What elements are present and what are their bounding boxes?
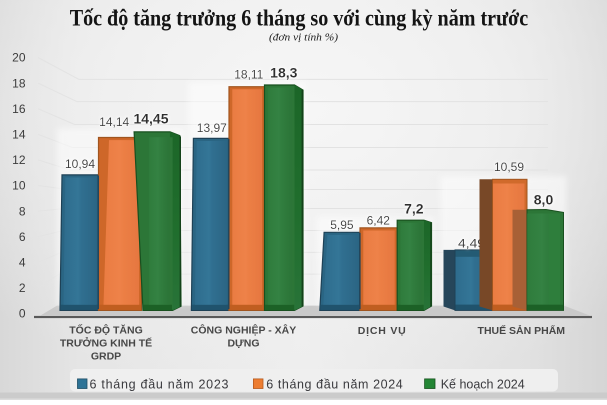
svg-text:DỰNG: DỰNG — [227, 338, 259, 350]
svg-text:10: 10 — [12, 179, 26, 193]
svg-text:TỐC ĐỘ TĂNG: TỐC ĐỘ TĂNG — [69, 323, 143, 337]
svg-text:DỊCH VỤ: DỊCH VỤ — [358, 325, 407, 337]
svg-text:0: 0 — [19, 307, 26, 321]
svg-text:10,94: 10,94 — [65, 157, 95, 171]
svg-text:THUẾ SẢN PHẨM: THUẾ SẢN PHẨM — [478, 324, 566, 337]
svg-text:14: 14 — [12, 128, 26, 142]
svg-text:8: 8 — [19, 204, 26, 218]
svg-text:4,49: 4,49 — [458, 236, 485, 250]
svg-text:16: 16 — [12, 102, 26, 116]
svg-text:12: 12 — [12, 153, 26, 167]
svg-text:18,3: 18,3 — [270, 65, 297, 81]
svg-text:14,45: 14,45 — [133, 111, 168, 127]
svg-text:7,2: 7,2 — [404, 200, 424, 216]
svg-text:Tốc độ tăng trưởng 6 tháng so: Tốc độ tăng trưởng 6 tháng so với cùng k… — [70, 6, 529, 31]
svg-text:CÔNG NGHIỆP - XÂY: CÔNG NGHIỆP - XÂY — [191, 324, 296, 337]
svg-text:4: 4 — [19, 256, 26, 270]
svg-text:2: 2 — [19, 281, 26, 295]
svg-text:18,11: 18,11 — [234, 68, 263, 82]
svg-text:5,95: 5,95 — [330, 218, 354, 232]
svg-text:Kế hoạch 2024: Kế hoạch 2024 — [441, 377, 525, 391]
svg-text:20: 20 — [12, 51, 26, 65]
svg-text:6 tháng đầu năm 2023: 6 tháng đầu năm 2023 — [90, 377, 229, 391]
svg-text:14,14: 14,14 — [99, 115, 129, 129]
svg-text:(đơn vị tính %): (đơn vị tính %) — [269, 32, 338, 44]
svg-text:6,42: 6,42 — [367, 214, 391, 228]
svg-text:10,59: 10,59 — [494, 160, 524, 174]
svg-text:13,97: 13,97 — [197, 121, 227, 135]
svg-text:18: 18 — [12, 76, 26, 90]
svg-text:GRDP: GRDP — [91, 350, 121, 362]
svg-text:6: 6 — [19, 230, 26, 244]
svg-text:8,0: 8,0 — [534, 192, 554, 208]
svg-text:6 tháng đầu năm 2024: 6 tháng đầu năm 2024 — [266, 377, 403, 391]
svg-text:TRƯỞNG KINH TẾ: TRƯỞNG KINH TẾ — [60, 337, 152, 350]
